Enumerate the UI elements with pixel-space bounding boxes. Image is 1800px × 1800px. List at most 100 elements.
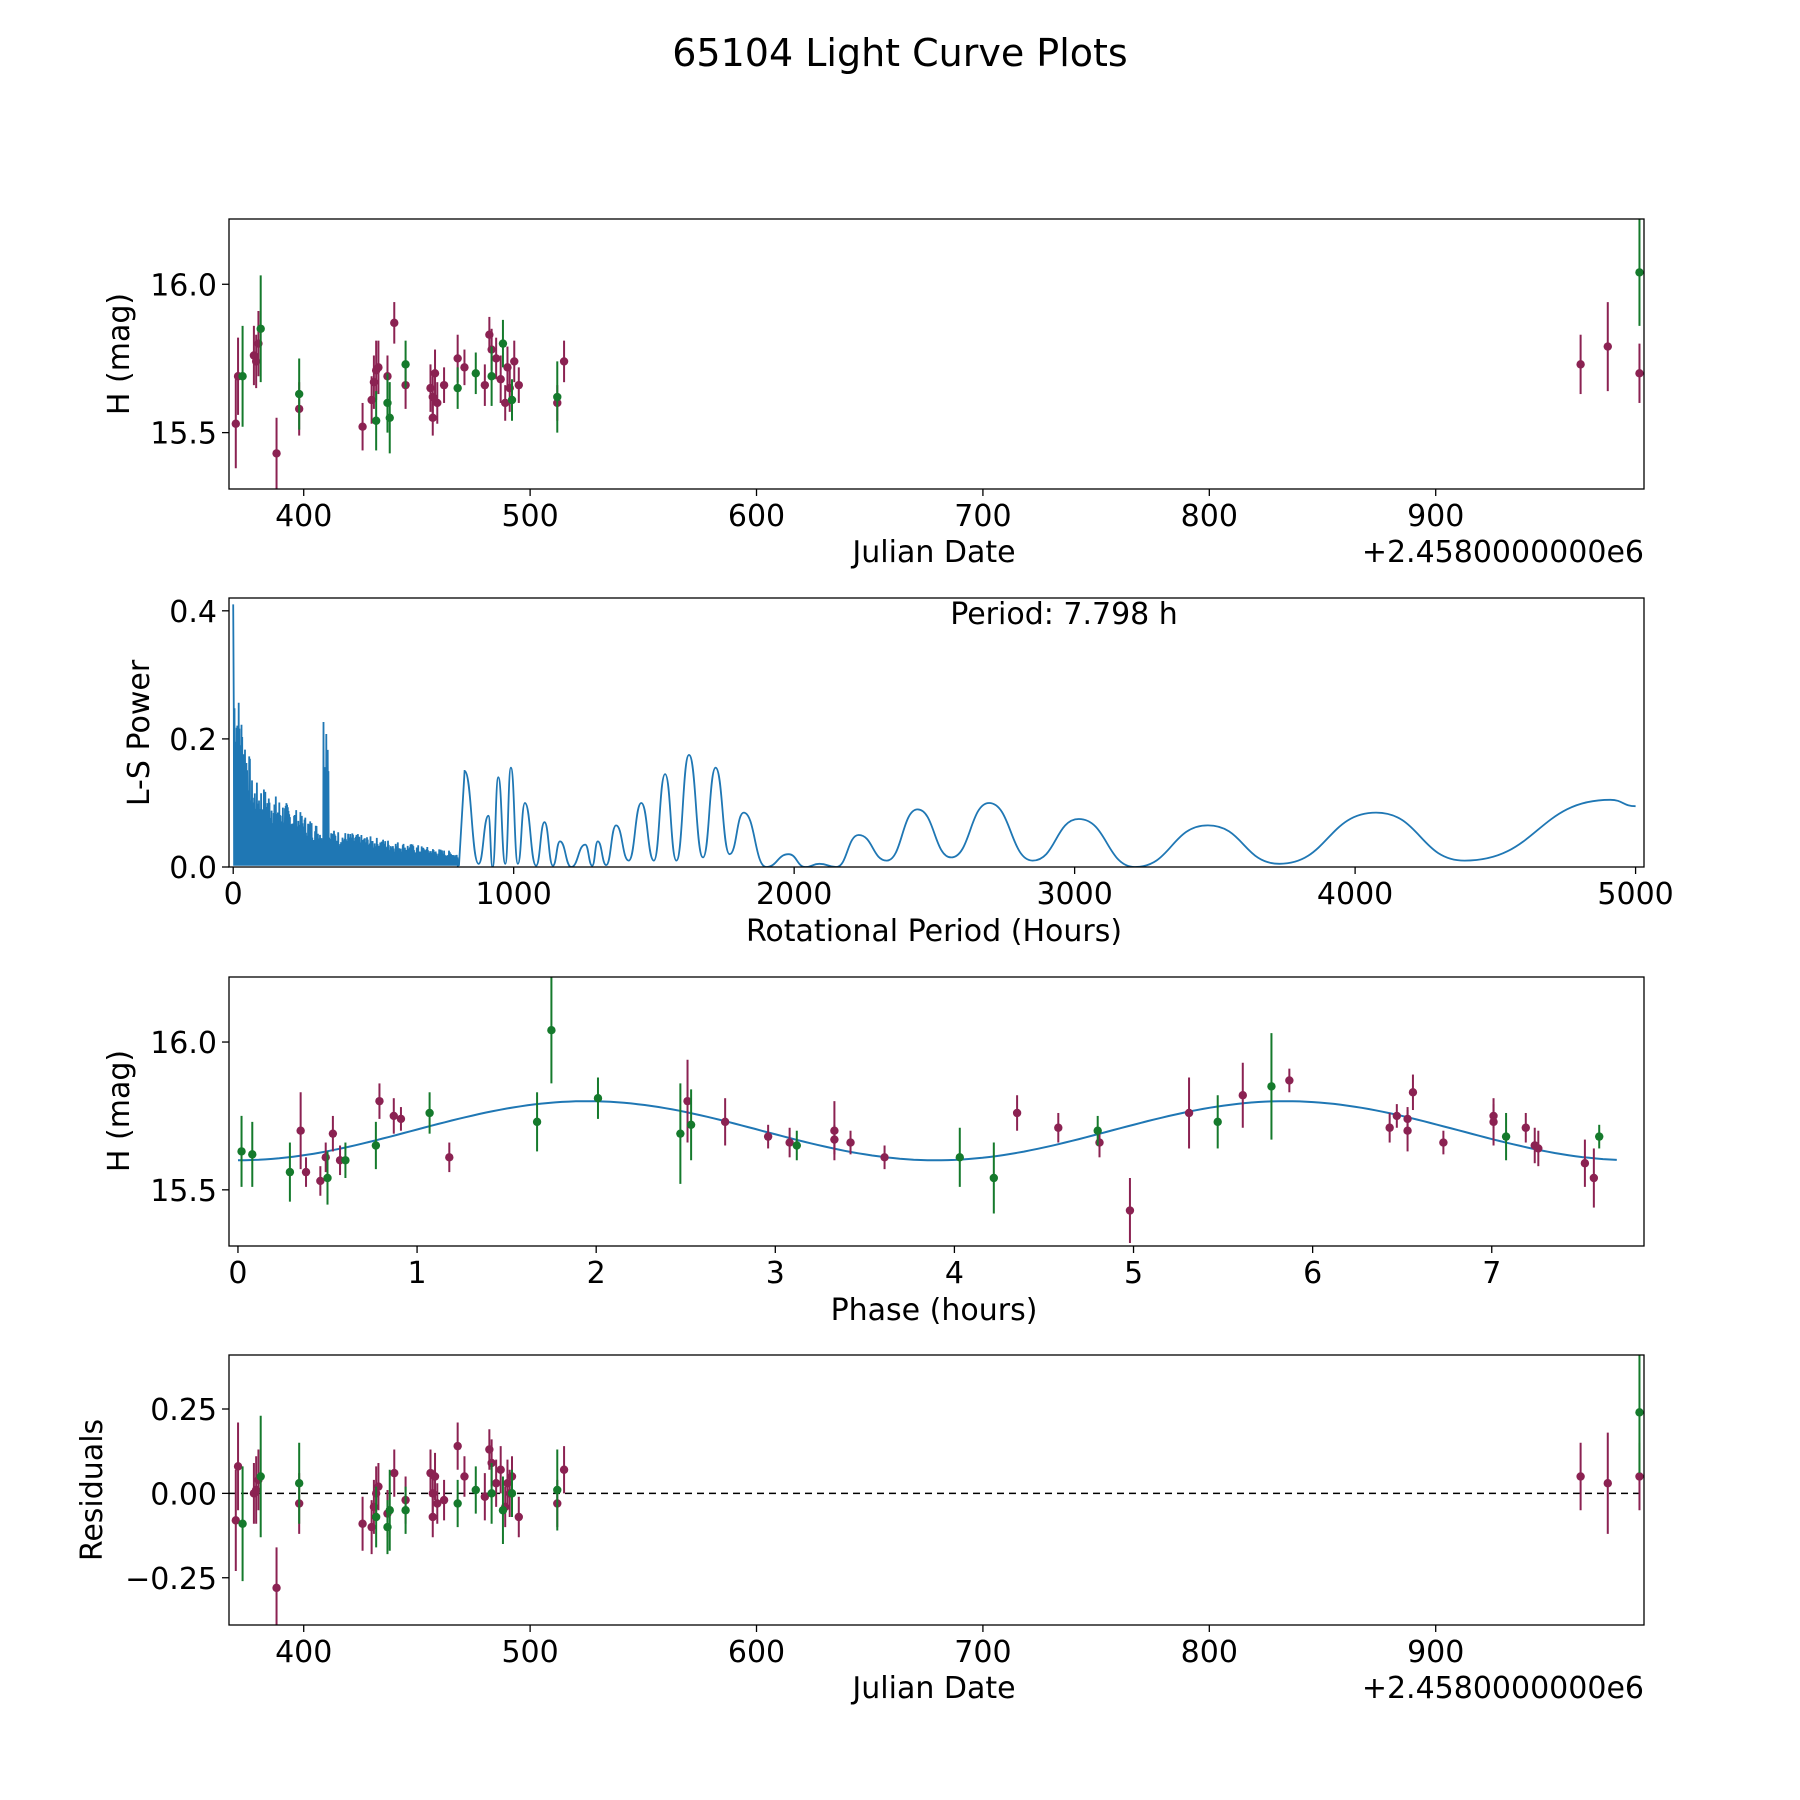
group_b-point: [1213, 1117, 1222, 1127]
periodogram-x-label: Rotational Period (Hours): [746, 914, 1122, 949]
group_a-point: [301, 1167, 311, 1177]
ls-power-line: [232, 604, 1636, 867]
group_a-point: [720, 1117, 730, 1127]
group_b-point: [487, 372, 496, 381]
group_a-point: [1392, 1111, 1402, 1121]
x-tick-label: 4: [945, 1256, 964, 1291]
y-tick-label: −0.25: [125, 1562, 217, 1597]
group_a-point: [830, 1135, 839, 1144]
group_a-point: [1603, 342, 1612, 351]
group_a-point: [491, 1479, 501, 1488]
group_a-point: [1589, 1173, 1599, 1183]
group_b-point: [256, 1472, 265, 1481]
group_a-point: [358, 1519, 367, 1528]
group_b-point: [676, 1129, 685, 1138]
phased-x-label: Phase (hours): [831, 1293, 1038, 1328]
group_a-point: [1184, 1108, 1194, 1118]
group_b-point: [498, 1506, 508, 1515]
group_a-point: [1385, 1123, 1394, 1132]
group_a-point: [1125, 1206, 1135, 1215]
x-tick-label: 6: [1303, 1256, 1322, 1291]
x-tick-label: 2000: [756, 877, 832, 912]
group_a-point: [1054, 1123, 1063, 1132]
group_a-point: [296, 1126, 305, 1135]
group_b-point: [792, 1141, 801, 1150]
group_b-point: [371, 1141, 381, 1150]
group_b-point: [487, 1489, 496, 1498]
group_a-point: [272, 1583, 281, 1593]
x-tick-label: 4000: [1317, 877, 1393, 912]
group_a-point: [1403, 1114, 1412, 1124]
plot-frame: [228, 218, 1645, 490]
group_a-point: [375, 1096, 384, 1106]
group_b-point: [955, 1153, 964, 1162]
group_b-point: [323, 1173, 332, 1183]
x-tick-label: 800: [1181, 1635, 1238, 1670]
x-tick-label: 900: [1407, 1635, 1464, 1670]
group_a-point: [1095, 1138, 1104, 1147]
group_a-point: [501, 398, 510, 408]
group_b-point: [1267, 1082, 1276, 1091]
fit-curve: [237, 1100, 1617, 1162]
lightcurve-x-label: Julian Date: [850, 535, 1015, 570]
group_a-point: [1012, 1108, 1022, 1118]
group_b-point: [248, 1150, 257, 1159]
x-tick-label: 600: [728, 499, 785, 534]
plot-area: [237, 977, 1617, 1244]
plot-area: [229, 1355, 1644, 1625]
group_b-point: [238, 1519, 247, 1528]
panel-periodogram: Rotational Period (Hours) L-S Power Peri…: [122, 595, 1674, 949]
y-tick-label: 15.5: [150, 417, 217, 452]
group_a-point: [880, 1153, 889, 1162]
y-tick-label: 16.0: [150, 268, 217, 303]
group_a-point: [763, 1132, 773, 1141]
group_b-point: [989, 1173, 999, 1183]
group_b-point: [294, 389, 304, 399]
x-tick-label: 600: [728, 1635, 785, 1670]
lightcurve-x-offset: +2.4580000000e6: [1362, 535, 1644, 570]
group_a-point: [1603, 1479, 1612, 1488]
group_b-point: [237, 1147, 246, 1156]
group_a-point: [328, 1129, 338, 1138]
group_a-point: [453, 354, 462, 363]
group_b-point: [1595, 1132, 1604, 1141]
x-tick-label: 5000: [1597, 877, 1673, 912]
plot-frame: [228, 1354, 1645, 1626]
group_a-point: [460, 363, 469, 372]
group_b-point: [686, 1120, 696, 1130]
group_a-point: [510, 357, 519, 366]
group_a-point: [231, 1516, 240, 1525]
y-tick-label: 0.25: [150, 1393, 217, 1428]
x-tick-label: 400: [275, 1635, 332, 1670]
x-tick-label: 3000: [1036, 877, 1112, 912]
x-tick-label: 900: [1407, 499, 1464, 534]
group_a-point: [453, 1441, 462, 1451]
group_a-point: [272, 449, 281, 458]
residuals-x-offset: +2.4580000000e6: [1362, 1671, 1644, 1706]
group_a-point: [785, 1138, 794, 1147]
group_a-point: [358, 422, 367, 431]
group_a-point: [321, 1153, 330, 1162]
group_a-point: [1576, 360, 1585, 369]
group_a-point: [396, 1114, 406, 1124]
group_b-point: [507, 1489, 517, 1498]
group_a-point: [1408, 1088, 1418, 1097]
x-tick-label: 7: [1482, 1256, 1501, 1291]
group_a-point: [1576, 1472, 1585, 1481]
x-tick-label: 700: [954, 499, 1011, 534]
y-tick-label: 0.4: [169, 595, 217, 630]
y-tick-label: 16.0: [150, 1026, 217, 1061]
lightcurve-plot: 400 500 600 700 800 900 15.5 16.0: [150, 218, 1645, 534]
group_a-point: [460, 1472, 469, 1481]
group_a-point: [433, 398, 442, 408]
group_a-point: [389, 1111, 398, 1121]
group_a-point: [514, 1512, 523, 1522]
group_b-point: [256, 324, 265, 333]
x-tick-label: 500: [501, 1635, 558, 1670]
x-tick-label: 0: [228, 1256, 247, 1291]
x-tick-label: 700: [954, 1635, 1011, 1670]
x-tick-label: 5: [1124, 1256, 1143, 1291]
group_b-point: [341, 1156, 350, 1165]
group_b-point: [371, 1512, 381, 1522]
